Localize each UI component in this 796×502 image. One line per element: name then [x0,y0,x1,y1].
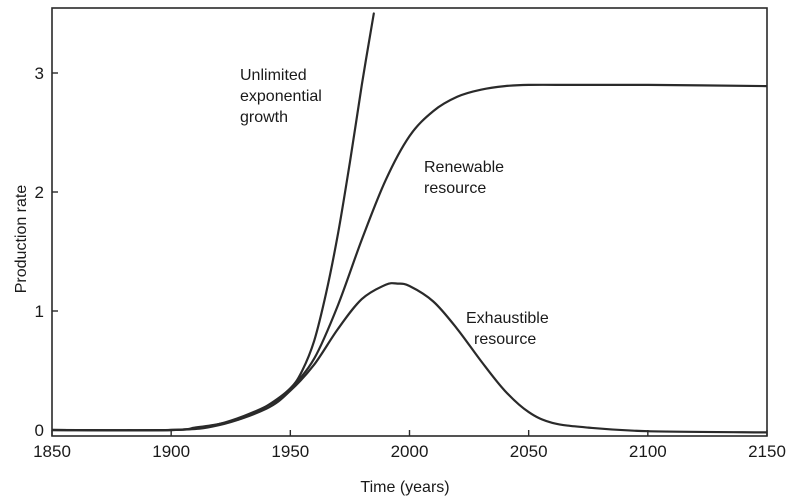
label-renewable: Renewable resource [424,159,509,197]
x-tick-label: 1850 [33,442,71,461]
renewable-resource-curve [52,83,767,432]
y-tick-label: 2 [35,183,44,202]
y-tick-label: 0 [35,421,44,440]
label-exponential: Unlimited exponential growth [240,67,326,126]
y-axis-label: Production rate [13,185,30,294]
x-tick-label: 2050 [510,442,548,461]
exponential-growth-curve [52,12,375,432]
exhaustible-resource-curve [52,282,767,434]
x-tick-label: 2000 [391,442,429,461]
x-tick-label: 2150 [748,442,786,461]
label-exhaustible: Exhaustible resource [466,310,553,348]
y-tick-labels: 0 1 2 3 [35,64,44,440]
x-tick-label: 1900 [152,442,190,461]
axis-ticks [51,72,768,436]
y-tick-label: 1 [35,302,44,321]
x-tick-label: 1950 [271,442,309,461]
x-axis-label: Time (years) [360,479,449,496]
plot-frame [51,7,768,437]
y-tick-label: 3 [35,64,44,83]
series-curves [52,12,767,434]
x-tick-label: 2100 [629,442,667,461]
x-tick-labels: 1850 1900 1950 2000 2050 2100 2150 [33,442,786,461]
